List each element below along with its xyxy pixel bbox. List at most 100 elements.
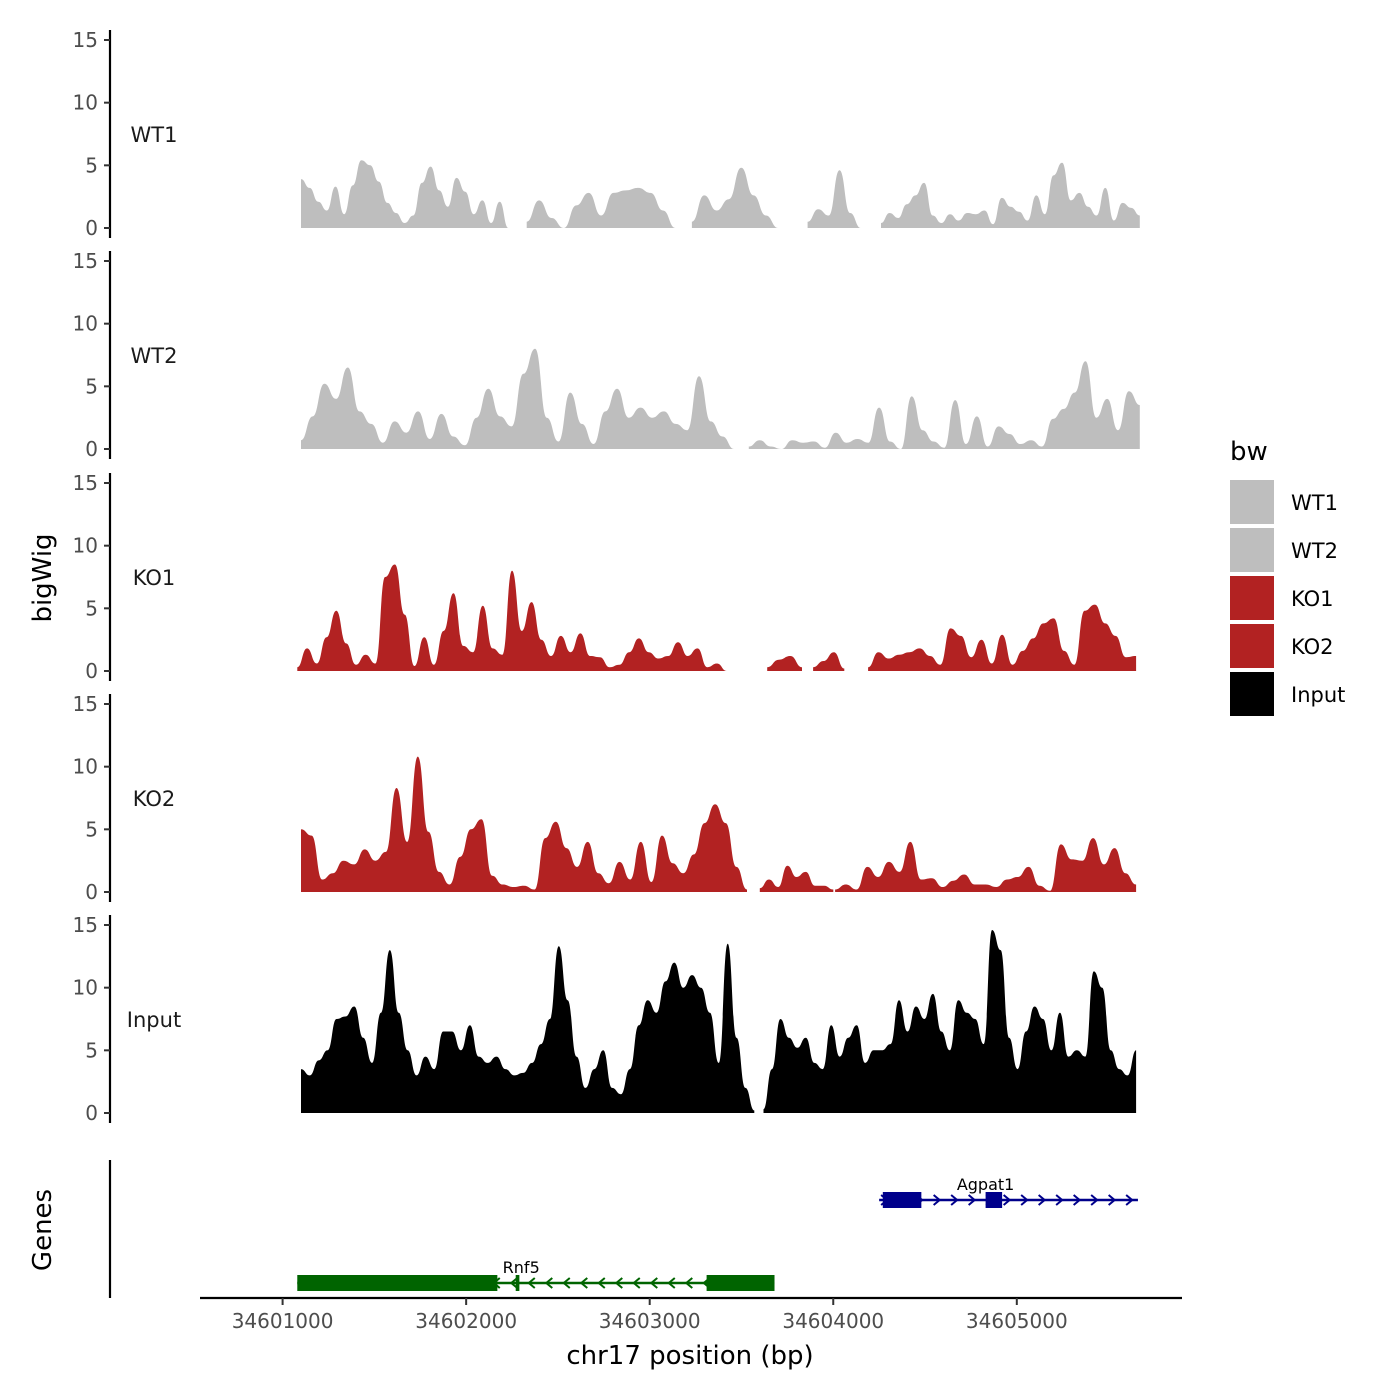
y-tick-label: 15 [73, 692, 98, 716]
strand-chevron [667, 1277, 676, 1289]
strand-chevron [562, 1277, 571, 1289]
strand-chevron [932, 1194, 942, 1206]
strand-chevron [579, 1277, 588, 1289]
area-ko1-segment-1 [297, 564, 727, 671]
strand-chevron [614, 1277, 623, 1289]
legend-label: WT2 [1291, 539, 1338, 563]
y-tick-label: 10 [73, 755, 98, 779]
legend: bw WT1 WT2 KO1 KO2 Input [1230, 437, 1345, 716]
strand-chevron [649, 1277, 658, 1289]
area-ko2-segment-1 [301, 756, 747, 892]
strand-chevron [509, 1277, 518, 1289]
legend-swatch [1230, 672, 1274, 716]
strand-chevron [597, 1277, 606, 1289]
y-tick-label: 0 [85, 659, 98, 683]
x-axis-title: chr17 position (bp) [566, 1341, 813, 1371]
track-wt1: 0 5 10 15 WT1 [73, 28, 1140, 240]
x-tick-label: 34603000 [599, 1309, 701, 1333]
strand-chevron [1002, 1194, 1012, 1206]
genes-track-title: Genes [28, 1189, 58, 1271]
track-label-ko2: KO2 [133, 787, 176, 811]
y-tick-label: 15 [73, 471, 98, 495]
strand-chevron [527, 1277, 536, 1289]
track-ko2: 0 5 10 15 KO2 [73, 692, 1137, 904]
x-axis: 34601000 34602000 34603000 34604000 34605000 [200, 1296, 1182, 1333]
legend-swatch [1230, 624, 1274, 668]
y-tick-label: 10 [73, 534, 98, 558]
y-tick-label: 5 [85, 596, 98, 620]
track-ko1: 0 5 10 15 KO1 [73, 471, 1137, 683]
area-wt1-segment-5 [881, 162, 1140, 228]
x-tick-label: 34602000 [415, 1309, 517, 1333]
strand-chevron [1072, 1194, 1082, 1206]
y-tick-label: 0 [85, 216, 98, 240]
y-tick-label: 10 [73, 312, 98, 336]
strand-chevron [1055, 1194, 1064, 1206]
area-ko1-segment-3 [813, 652, 845, 671]
gene-exon-2 [985, 1192, 1003, 1208]
area-ko1-segment-2 [767, 656, 802, 671]
track-label-wt1: WT1 [131, 123, 178, 147]
strand-chevron [950, 1194, 959, 1206]
area-wt1-segment-1 [301, 160, 509, 228]
strand-chevron [1020, 1194, 1029, 1206]
legend-swatch [1230, 576, 1274, 620]
legend-label: KO2 [1291, 635, 1334, 659]
area-input-segment-2 [763, 930, 1137, 1113]
gene-track: Rnf5 Agpat1 [108, 1160, 1138, 1298]
area-wt2-segment-2 [748, 361, 1140, 449]
area-wt2-segment-1 [301, 348, 735, 449]
y-tick-label: 10 [73, 976, 98, 1000]
gene-rnf5: Rnf5 [297, 1258, 775, 1291]
area-wt1-segment-2 [526, 187, 676, 228]
gene-exon-2 [515, 1275, 520, 1291]
strand-chevron [967, 1194, 977, 1206]
strand-chevron [1037, 1194, 1047, 1206]
gene-exon-1 [882, 1192, 922, 1208]
strand-chevron [684, 1277, 693, 1289]
y-tick-label: 10 [73, 91, 98, 115]
y-tick-label: 0 [85, 437, 98, 461]
gene-exon-3 [706, 1275, 775, 1291]
area-wt1-segment-4 [807, 170, 861, 228]
area-ko2-segment-2 [759, 865, 834, 892]
y-tick-label: 15 [73, 28, 98, 52]
x-tick-label: 34604000 [782, 1309, 884, 1333]
gene-agpat1: Agpat1 [879, 1175, 1138, 1208]
legend-title: bw [1230, 437, 1268, 467]
legend-label: KO1 [1291, 587, 1334, 611]
track-wt2: 0 5 10 15 WT2 [73, 249, 1140, 461]
x-tick-label: 34605000 [966, 1309, 1068, 1333]
y-tick-label: 5 [85, 1038, 98, 1062]
gene-exon-1 [297, 1275, 498, 1291]
legend-label: WT1 [1291, 491, 1338, 515]
y-tick-label: 15 [73, 249, 98, 273]
legend-item-wt1: WT1 [1230, 480, 1338, 524]
area-ko2-segment-3 [835, 838, 1137, 892]
y-tick-label: 15 [73, 913, 98, 937]
strand-chevron [632, 1277, 641, 1289]
legend-swatch [1230, 480, 1274, 524]
gene-label-rnf5: Rnf5 [503, 1258, 540, 1277]
area-wt1-segment-3 [691, 167, 779, 228]
area-ko1-segment-4 [868, 604, 1137, 671]
legend-swatch [1230, 528, 1274, 572]
strand-chevron [1125, 1194, 1134, 1206]
gene-label-agpat1: Agpat1 [957, 1175, 1015, 1194]
y-tick-label: 0 [85, 880, 98, 904]
legend-label: Input [1291, 683, 1345, 707]
legend-item-ko1: KO1 [1230, 576, 1334, 620]
y-tick-label: 5 [85, 374, 98, 398]
track-label-wt2: WT2 [131, 344, 178, 368]
x-tick-label: 34601000 [232, 1309, 334, 1333]
y-tick-label: 5 [85, 817, 98, 841]
y-tick-label: 5 [85, 153, 98, 177]
y-axis-title: bigWig [28, 533, 58, 622]
legend-item-ko2: KO2 [1230, 624, 1334, 668]
legend-item-wt2: WT2 [1230, 528, 1338, 572]
track-input: 0 5 10 15 Input [73, 913, 1137, 1125]
y-tick-label: 0 [85, 1101, 98, 1125]
track-label-input: Input [127, 1008, 181, 1032]
strand-chevron [1107, 1194, 1117, 1206]
